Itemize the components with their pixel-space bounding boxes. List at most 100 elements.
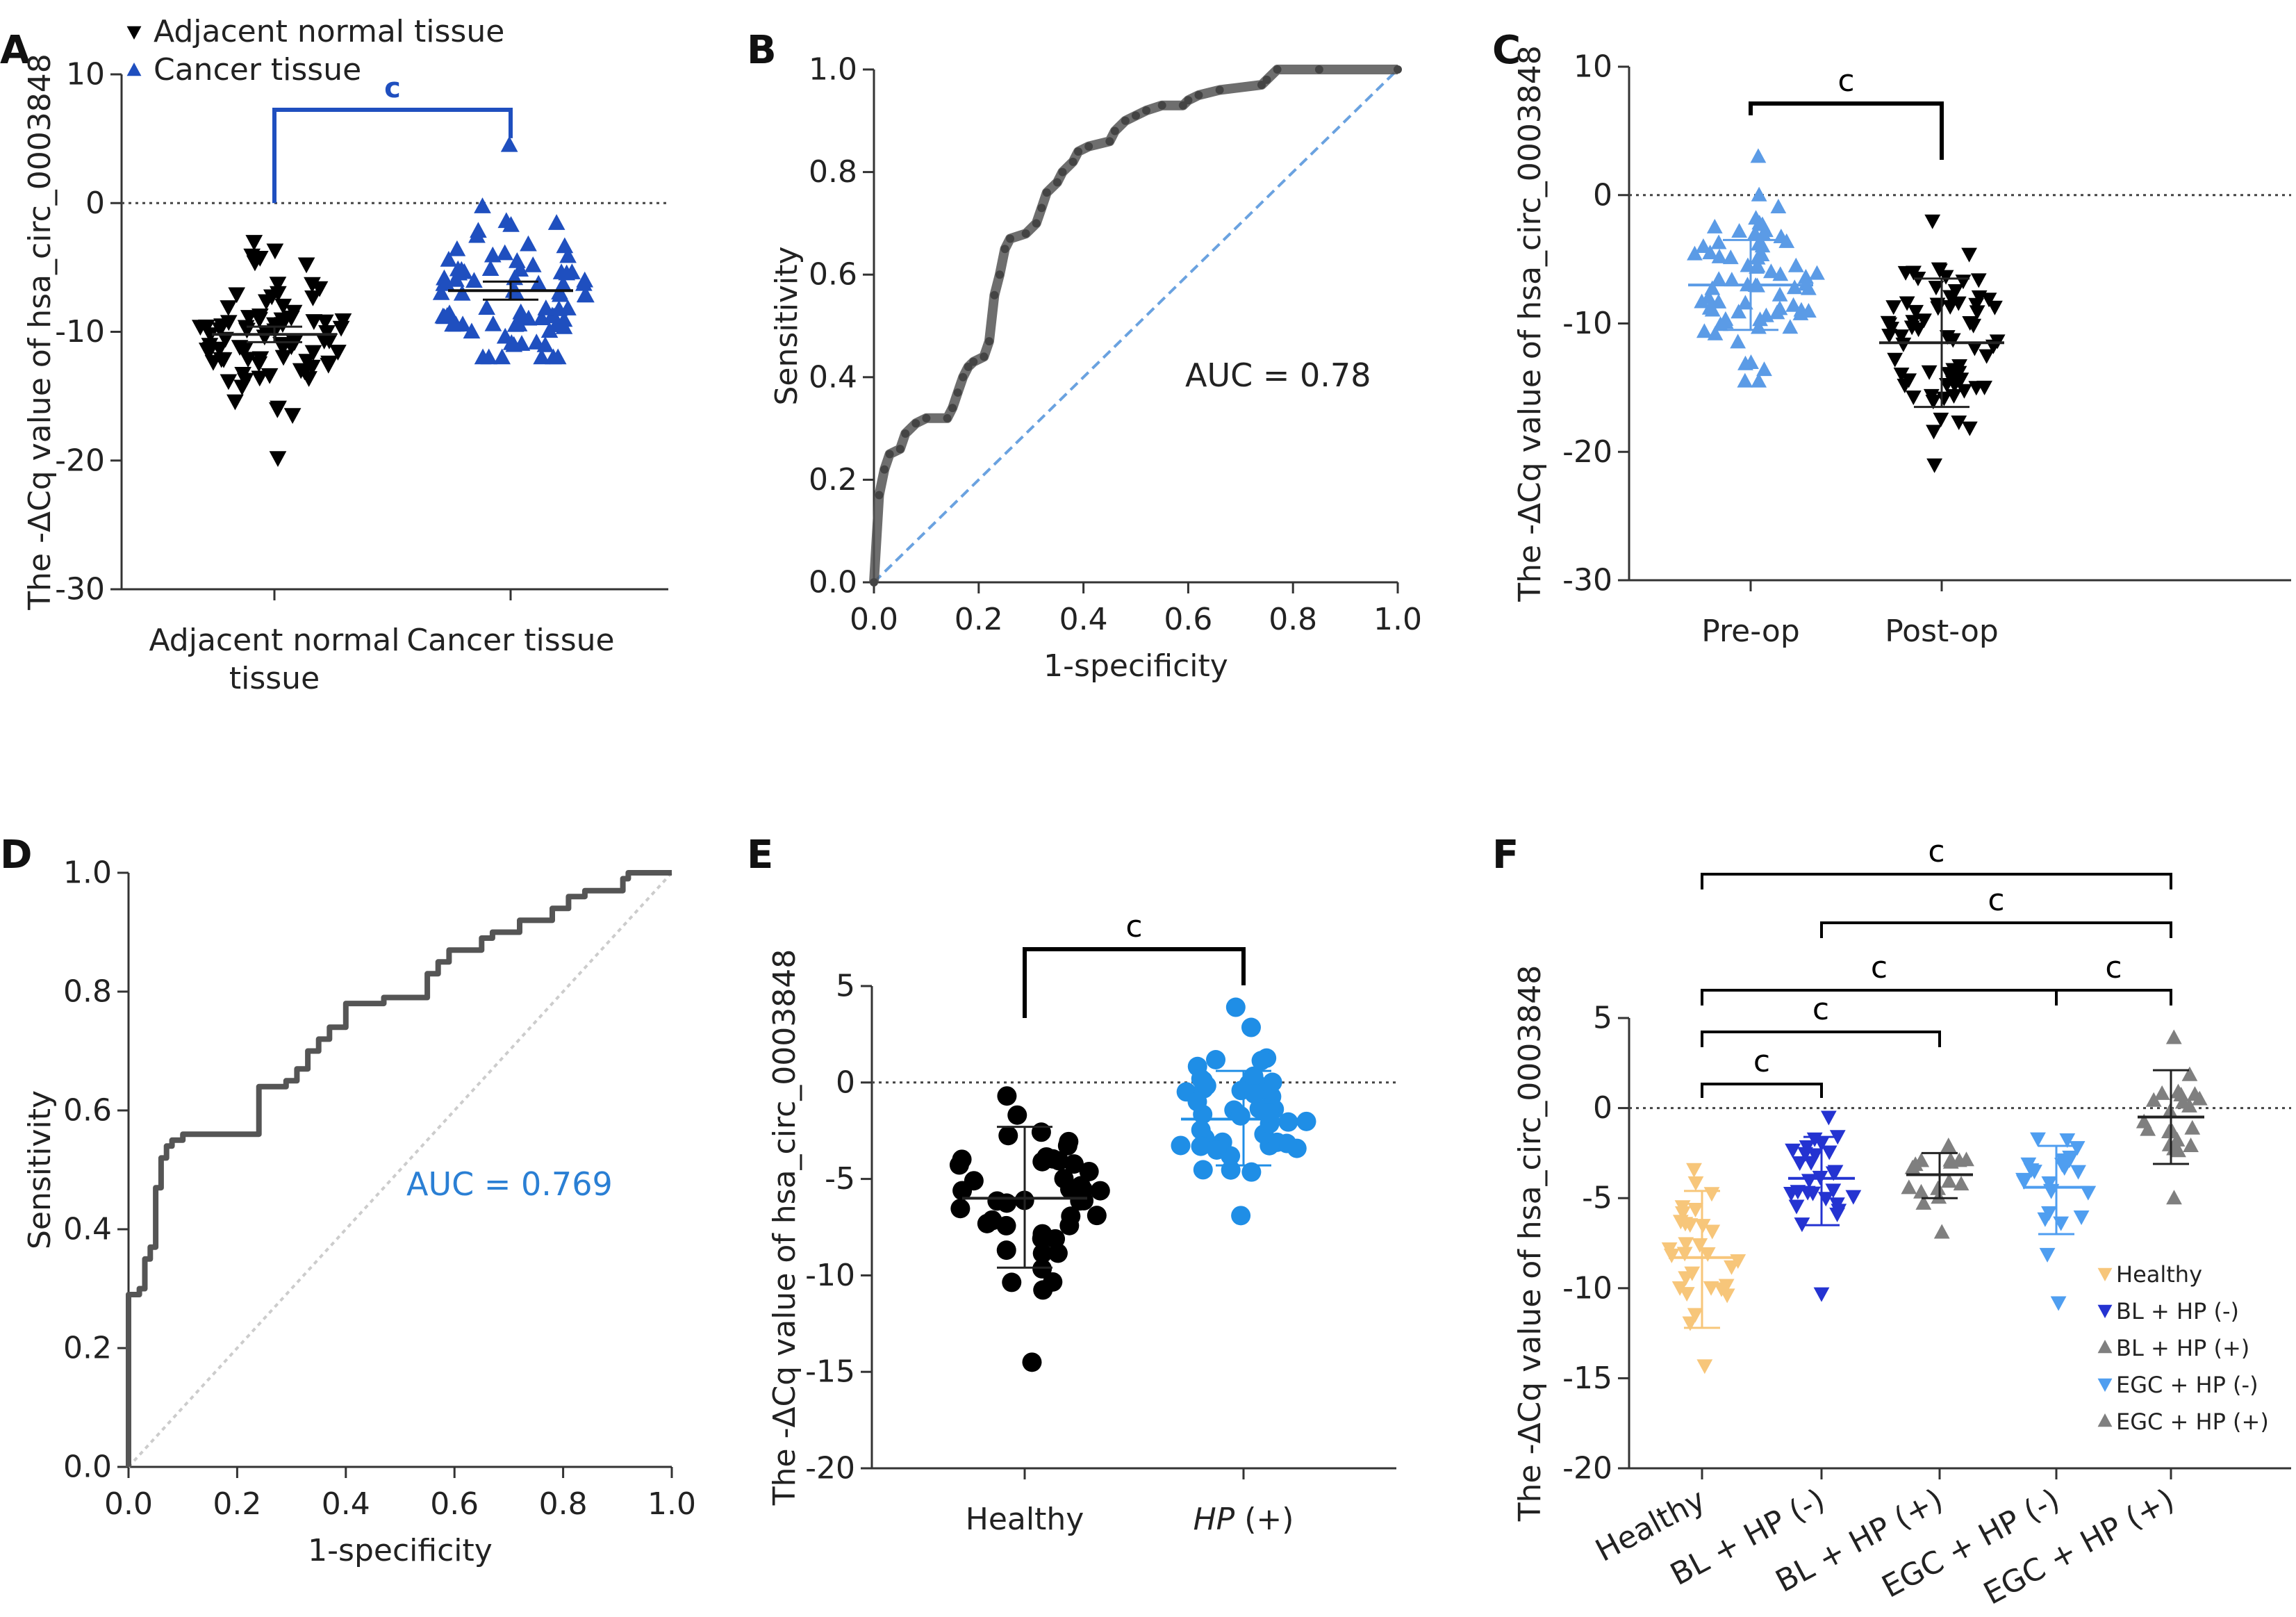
data-point [2056, 1160, 2073, 1176]
bracket-line [1820, 921, 2172, 938]
data-point [1704, 302, 1721, 317]
data-point [1926, 425, 1942, 440]
data-point [263, 289, 281, 306]
data-point [213, 318, 231, 335]
y-tick-label: 1.0 [63, 855, 112, 891]
data-point [1925, 395, 1942, 410]
group-2: BL + HP (+) [1770, 1138, 1974, 1600]
data-point [478, 299, 495, 315]
data-point [2061, 1154, 2078, 1169]
y-tick-label: -30 [1562, 563, 1612, 598]
data-point [268, 402, 286, 418]
y-tick-label: 5 [1593, 1001, 1612, 1036]
data-point [1007, 1105, 1027, 1125]
significance-bracket: c [1749, 63, 1944, 160]
data-point [329, 345, 347, 361]
data-point [1845, 1190, 1862, 1205]
y-tick-label: 0 [1593, 177, 1612, 213]
data-point [493, 348, 511, 365]
roc-point [943, 413, 952, 422]
data-point [540, 322, 559, 338]
data-point [1829, 1207, 1846, 1222]
data-point [1893, 329, 1910, 345]
data-point [1692, 1238, 1708, 1253]
data-point [465, 272, 483, 288]
data-point [1710, 293, 1727, 309]
bracket-line [2055, 989, 2172, 1006]
x-tick-label: Post-op [1885, 614, 1999, 649]
panel-letter: E [747, 832, 773, 878]
legend-marker [2097, 1413, 2113, 1427]
data-point [1979, 349, 1995, 364]
data-point [2181, 1066, 2198, 1081]
data-point [1969, 305, 1985, 320]
data-point [500, 136, 518, 152]
data-point [2164, 1124, 2181, 1139]
data-point [1722, 249, 1739, 265]
data-point [447, 271, 465, 287]
legend-label: Cancer tissue [154, 52, 361, 88]
data-point [432, 284, 450, 300]
y-tick-label: 5 [836, 969, 855, 1004]
data-point [1908, 304, 1924, 320]
data-point [1788, 1199, 1805, 1215]
bracket-line [1701, 1083, 1823, 1098]
data-point [1032, 1229, 1052, 1249]
panel-letter: D [0, 832, 32, 878]
data-point [1782, 319, 1799, 334]
data-point [2136, 1113, 2152, 1128]
roc-point [995, 270, 1004, 279]
y-tick-label: -20 [1562, 434, 1612, 470]
y-tick-label: 10 [66, 57, 105, 92]
data-point [1702, 245, 1719, 260]
data-point [997, 1193, 1017, 1213]
data-point [1032, 1258, 1052, 1279]
significance-label: c [1871, 950, 1888, 985]
data-point [484, 246, 502, 263]
data-point [1678, 1271, 1694, 1286]
legend-label: BL + HP (-) [2116, 1298, 2239, 1324]
y-axis-label: The -ΔCq value of hsa_circ_0003848 [22, 54, 58, 610]
data-point [474, 348, 492, 365]
data-point [1231, 1206, 1251, 1226]
roc-point [1157, 101, 1166, 110]
data-point [1221, 1160, 1241, 1180]
roc-point [1105, 137, 1114, 146]
legend-marker [2097, 1378, 2113, 1392]
data-point [2181, 1097, 2197, 1113]
panel-d: D 0.0 0.2 0.4 0.6 0.8 1.0 Sensitivity 0.0 0.2 0.4 0… [0, 832, 696, 1568]
x-tick-label: EGC + HP (+) [1978, 1482, 2180, 1612]
data-point [1230, 1106, 1250, 1126]
x-tick-label: 0.4 [322, 1486, 370, 1522]
x-tick-label: Pre-op [1701, 614, 1800, 649]
roc-point [959, 372, 968, 381]
data-point [502, 216, 520, 232]
data-point [448, 240, 466, 256]
x-tick-label: 0.0 [850, 602, 898, 637]
roc-point [1052, 178, 1062, 187]
significance-bracket: c [1701, 1044, 1823, 1098]
x-axis-label: 1-specificity [308, 1533, 493, 1568]
data-point [1043, 1272, 1063, 1292]
data-point [274, 298, 292, 315]
data-point [2145, 1092, 2162, 1107]
x-tick-label: 0.8 [1269, 602, 1317, 637]
bracket-line [1701, 989, 2058, 1006]
x-tick-label: 1.0 [647, 1486, 696, 1522]
data-point [1049, 1151, 1069, 1171]
data-point [558, 264, 576, 281]
data-point [474, 197, 491, 213]
data-point [201, 338, 219, 354]
data-point [2069, 1141, 2086, 1156]
data-point [559, 247, 577, 263]
data-point [1821, 1145, 1837, 1160]
data-point [226, 394, 244, 411]
data-point [2140, 1121, 2156, 1136]
roc-point [1042, 188, 1051, 197]
data-point [1965, 318, 1982, 334]
data-point [1899, 296, 1915, 311]
data-point [1921, 365, 1938, 380]
data-point [1953, 372, 1969, 388]
data-point [269, 277, 287, 293]
